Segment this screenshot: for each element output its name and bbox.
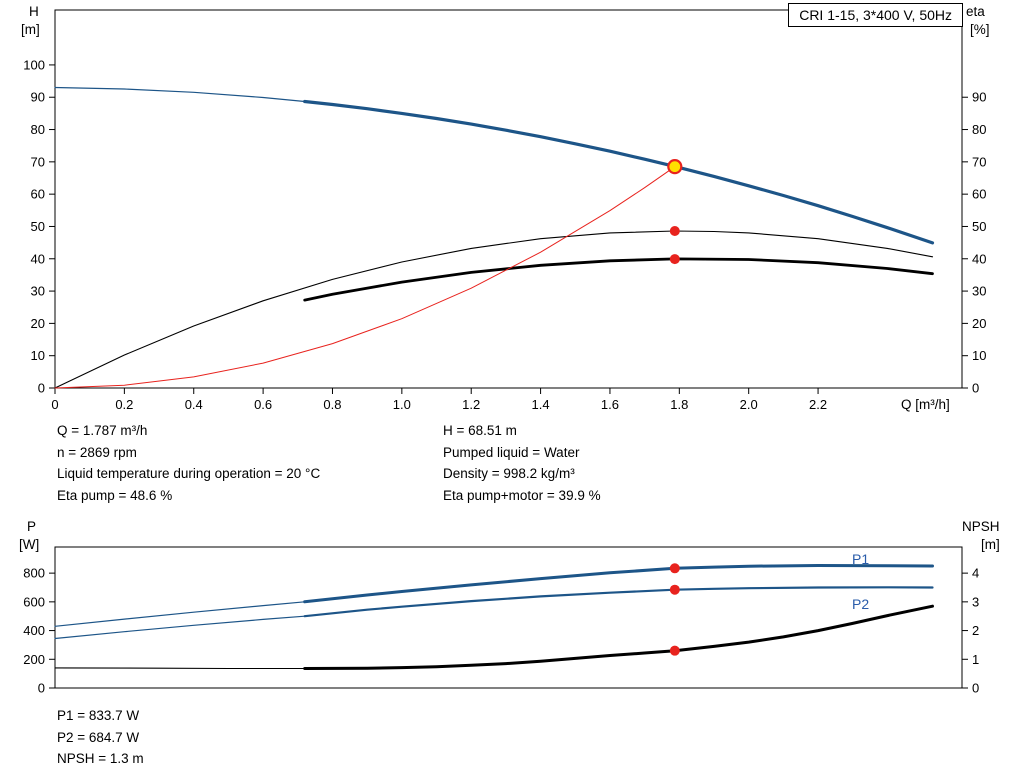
x-tick-label: 1.8 xyxy=(670,397,688,412)
eta-pump-point xyxy=(669,225,680,236)
x-tick-label: 1.4 xyxy=(532,397,550,412)
info-temp: Liquid temperature during operation = 20… xyxy=(57,466,321,481)
x-tick-label: 0.2 xyxy=(115,397,133,412)
x-tick-label: 2.0 xyxy=(740,397,758,412)
chart-title-box: CRI 1-15, 3*400 V, 50Hz xyxy=(788,3,963,27)
right-tick-label: 70 xyxy=(972,154,986,169)
left-tick-label: 10 xyxy=(31,348,45,363)
eta-pump-motor-curve xyxy=(303,257,934,302)
left-tick-label: 100 xyxy=(23,57,45,72)
info-q: Q = 1.787 m³/h xyxy=(57,423,148,438)
right-tick-label: 90 xyxy=(972,90,986,105)
npsh-axis-label: NPSH xyxy=(962,519,1000,534)
left-tick-label: 60 xyxy=(31,187,45,202)
left-tick-label: 70 xyxy=(31,154,45,169)
p1-curve xyxy=(303,564,934,604)
eta-pump-motor-point xyxy=(669,254,680,265)
info-eta-pump: Eta pump = 48.6 % xyxy=(57,487,173,503)
npsh-axis-unit: [m] xyxy=(981,537,1000,552)
info-liquid: Pumped liquid = Water xyxy=(443,444,580,460)
info-density: Density = 998.2 kg/m³ xyxy=(443,466,575,481)
right-tick-label: 60 xyxy=(972,187,986,202)
right-tick-label: 20 xyxy=(972,316,986,331)
npsh-curve xyxy=(303,604,934,670)
info-p1: P1 = 833.7 W xyxy=(57,708,140,723)
duty-point xyxy=(667,159,683,175)
eta-pump-curve xyxy=(54,230,934,389)
p-axis-unit: [W] xyxy=(19,537,40,552)
left-tick-label: 200 xyxy=(23,652,45,667)
h-curve-low-flow xyxy=(54,86,306,103)
p2-curve-label: P2 xyxy=(852,596,870,612)
left-tick-label: 20 xyxy=(31,316,45,331)
p2-curve-low-flow xyxy=(54,615,306,640)
p2-curve xyxy=(303,586,934,618)
x-tick-label: 0.4 xyxy=(185,397,203,412)
x-tick-label: 0 xyxy=(51,397,58,412)
power-info: P1 = 833.7 W P2 = 684.7 W NPSH = 1.3 m xyxy=(57,705,144,770)
plot-frame xyxy=(54,9,963,389)
right-tick-label: 1 xyxy=(972,652,979,667)
info-h: H = 68.51 m xyxy=(443,423,517,438)
left-tick-label: 0 xyxy=(38,681,45,696)
left-tick-label: 600 xyxy=(23,594,45,609)
x-tick-label: 1.2 xyxy=(462,397,480,412)
h-curve xyxy=(303,99,935,245)
npsh-curve-low-flow xyxy=(54,667,306,670)
p1-point xyxy=(669,563,680,574)
right-tick-label: 80 xyxy=(972,122,986,137)
right-tick-label: 4 xyxy=(972,566,979,581)
x-tick-label: 1.0 xyxy=(393,397,411,412)
chart-title: CRI 1-15, 3*400 V, 50Hz xyxy=(799,7,952,23)
h-axis-label: H xyxy=(29,4,39,19)
left-tick-label: 30 xyxy=(31,284,45,299)
right-tick-label: 3 xyxy=(972,594,979,609)
eta-axis-label: eta xyxy=(966,4,985,19)
left-tick-label: 80 xyxy=(31,122,45,137)
right-tick-label: 2 xyxy=(972,623,979,638)
right-tick-label: 50 xyxy=(972,219,986,234)
left-tick-label: 90 xyxy=(31,90,45,105)
duty-info-right: H = 68.51 m Pumped liquid = Water Densit… xyxy=(443,420,601,506)
p-axis-label: P xyxy=(27,519,37,534)
p1-curve-label: P1 xyxy=(852,551,870,567)
p2-point xyxy=(669,584,680,595)
info-n: n = 2869 rpm xyxy=(57,444,137,460)
npsh-point xyxy=(669,645,680,656)
left-tick-label: 40 xyxy=(31,251,45,266)
left-tick-label: 400 xyxy=(23,623,45,638)
duty-info-left: Q = 1.787 m³/h n = 2869 rpm Liquid tempe… xyxy=(57,420,320,506)
right-tick-label: 30 xyxy=(972,284,986,299)
x-tick-label: 0.6 xyxy=(254,397,272,412)
right-tick-label: 40 xyxy=(972,251,986,266)
left-tick-label: 800 xyxy=(23,566,45,581)
info-eta-total: Eta pump+motor = 39.9 % xyxy=(443,487,601,503)
h-axis-unit: [m] xyxy=(21,22,40,37)
info-npsh: NPSH = 1.3 m xyxy=(57,751,144,766)
p1-curve-low-flow xyxy=(54,601,306,627)
right-tick-label: 0 xyxy=(972,381,979,396)
eta-axis-unit: [%] xyxy=(970,22,990,37)
left-tick-label: 50 xyxy=(31,219,45,234)
right-tick-label: 10 xyxy=(972,348,986,363)
left-tick-label: 0 xyxy=(38,381,45,396)
x-tick-label: 0.8 xyxy=(323,397,341,412)
x-tick-label: 1.6 xyxy=(601,397,619,412)
right-tick-label: 0 xyxy=(972,681,979,696)
info-p2: P2 = 684.7 W xyxy=(57,729,140,745)
q-axis-label: Q [m³/h] xyxy=(901,397,950,412)
plot-frame xyxy=(54,546,963,689)
system-curve xyxy=(54,166,676,389)
x-tick-label: 2.2 xyxy=(809,397,827,412)
